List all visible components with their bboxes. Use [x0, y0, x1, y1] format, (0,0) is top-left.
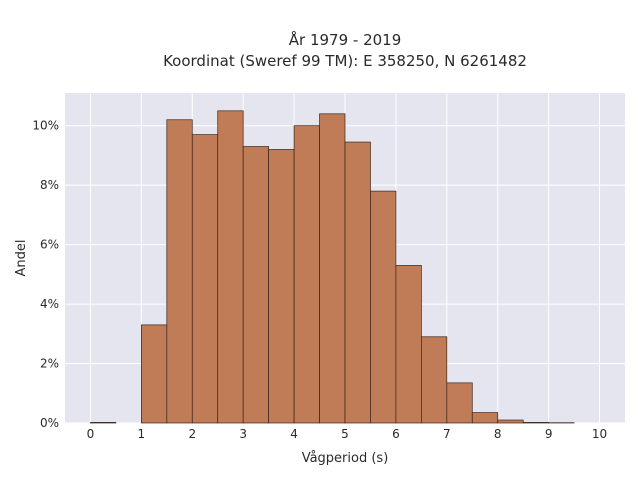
- histogram-bar: [268, 149, 295, 424]
- x-tick-label: 9: [545, 427, 553, 441]
- chart-title-line2: Koordinat (Sweref 99 TM): E 358250, N 62…: [163, 52, 527, 70]
- chart-title-line1: År 1979 - 2019: [289, 30, 402, 49]
- histogram-bar: [497, 419, 524, 424]
- histogram-bar: [217, 110, 244, 424]
- x-tick-label: 3: [239, 427, 247, 441]
- y-tick-label: 10%: [32, 119, 59, 133]
- x-tick-label: 5: [341, 427, 349, 441]
- histogram-bar: [191, 134, 219, 424]
- histogram-bar: [395, 265, 422, 424]
- x-tick-label: 0: [87, 427, 95, 441]
- y-tick-label: 2%: [40, 357, 59, 371]
- histogram-bar: [293, 125, 320, 424]
- histogram-bar: [446, 382, 473, 424]
- x-axis-label: Vågperiod (s): [302, 451, 389, 466]
- x-tick-label: 7: [443, 427, 451, 441]
- histogram-bar: [522, 422, 549, 424]
- y-axis-label: Andel: [14, 240, 29, 277]
- x-tick-label: 8: [494, 427, 502, 441]
- histogram-bar: [319, 113, 346, 424]
- x-axis-ticks: 0 1 2 3 4 5 6 7 8 9 10: [87, 427, 608, 441]
- y-tick-label: 0%: [40, 416, 59, 430]
- histogram-bar: [166, 119, 193, 424]
- x-tick-label: 4: [290, 427, 298, 441]
- histogram-bar: [421, 336, 448, 424]
- histogram-bar: [370, 190, 397, 424]
- x-tick-label: 1: [138, 427, 146, 441]
- y-axis-ticks: 0% 2% 4% 6% 8% 10%: [32, 119, 59, 430]
- histogram-bar: [344, 141, 371, 424]
- y-tick-label: 6%: [40, 238, 59, 252]
- y-tick-label: 4%: [40, 297, 59, 311]
- histogram-bar: [242, 146, 269, 424]
- y-tick-label: 8%: [40, 178, 59, 192]
- histogram-bar: [141, 324, 168, 424]
- histogram-bar: [90, 422, 117, 424]
- x-tick-label: 10: [592, 427, 607, 441]
- x-tick-label: 6: [392, 427, 400, 441]
- histogram-bar: [471, 412, 499, 424]
- bars: [90, 110, 575, 424]
- x-tick-label: 2: [188, 427, 196, 441]
